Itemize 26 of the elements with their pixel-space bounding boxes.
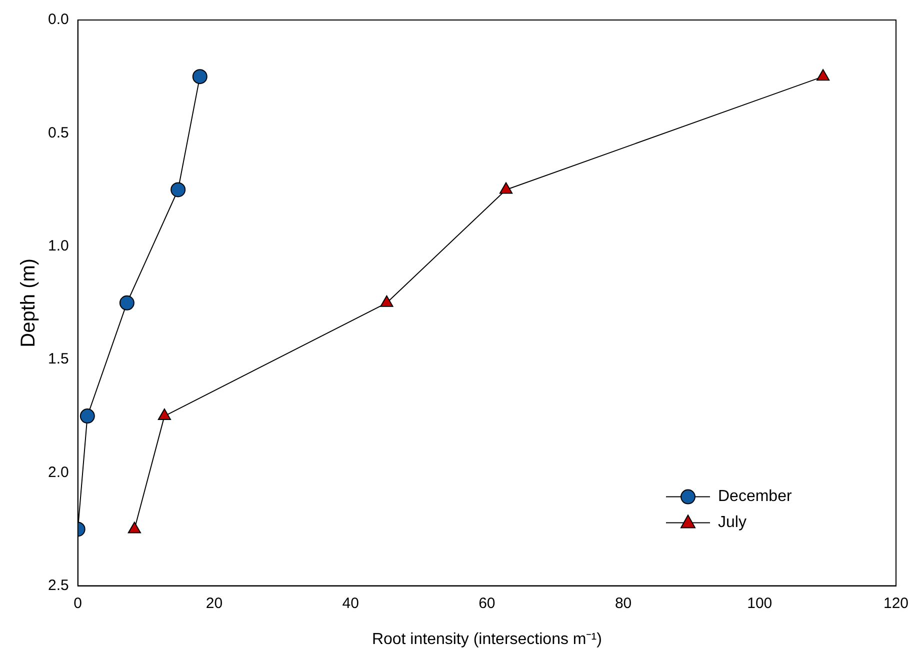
y-tick-label: 1.0 [48, 237, 69, 254]
point [380, 295, 394, 307]
point [170, 182, 186, 198]
y-tick-label: 2.5 [48, 576, 69, 594]
point [128, 522, 142, 534]
point [119, 295, 134, 310]
point [158, 408, 171, 420]
y-tick-label: 1.5 [48, 350, 69, 368]
point [499, 182, 513, 194]
x-tick-label: 40 [342, 594, 359, 612]
x-tick-label: 80 [614, 594, 632, 612]
point [192, 69, 208, 84]
point [80, 408, 95, 424]
x-tick-label: 60 [478, 594, 496, 612]
x-tick-label: 100 [747, 594, 772, 612]
y-tick-label: 2.0 [48, 464, 69, 481]
x-tick-label: 20 [206, 594, 223, 612]
y-tick-label: 0.5 [48, 124, 69, 142]
legend-label: December [718, 488, 792, 506]
y-tick-label: 0.0 [48, 11, 69, 28]
x-tick-label: 0 [74, 594, 82, 612]
legend-label: July [718, 514, 746, 532]
x-axis-title: Root intensity (intersections m⁻¹) [372, 630, 602, 648]
point [816, 69, 830, 81]
x-tick-label: 120 [883, 594, 909, 612]
y-axis-title: Depth (m) [18, 258, 40, 348]
